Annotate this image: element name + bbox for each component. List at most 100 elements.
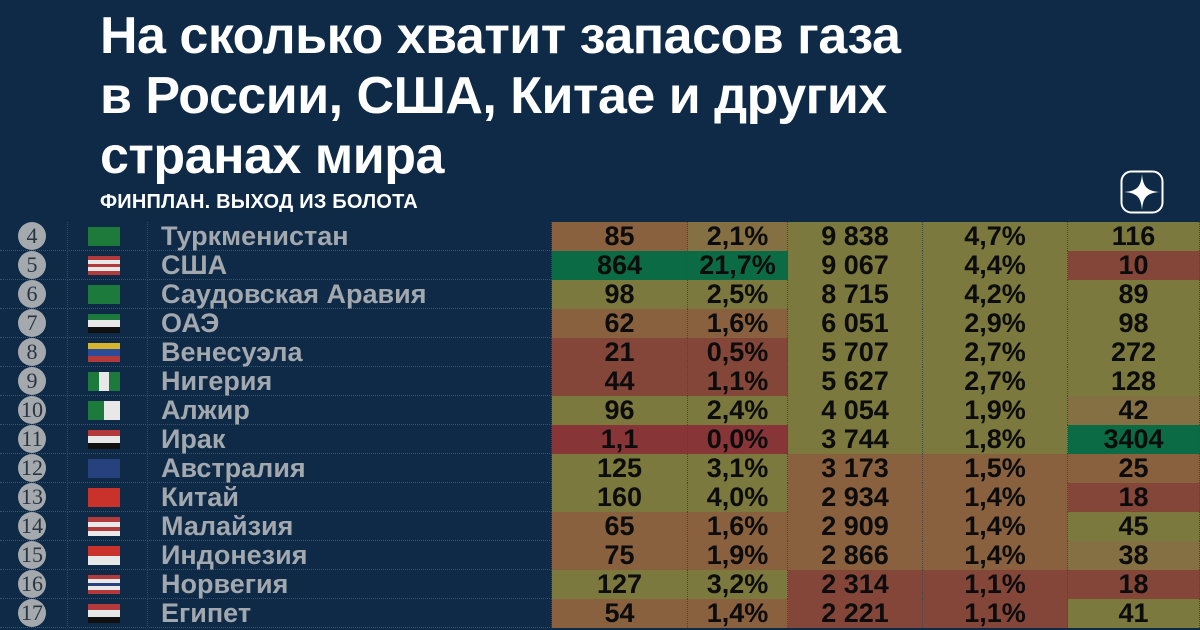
country-name: США bbox=[148, 251, 552, 280]
value-cell: 125 bbox=[552, 454, 688, 483]
rank-cell: 12 bbox=[0, 454, 68, 483]
value-cell: 1,6% bbox=[688, 512, 788, 541]
value-cell: 3 744 bbox=[788, 425, 923, 454]
country-name: Норвегия bbox=[148, 570, 552, 599]
value-cell: 18 bbox=[1068, 483, 1200, 512]
value-cell: 98 bbox=[1068, 309, 1200, 338]
value-cell: 89 bbox=[1068, 280, 1200, 309]
country-flag-icon bbox=[88, 546, 120, 565]
value-cell: 25 bbox=[1068, 454, 1200, 483]
table-row: 4 Туркменистан 85 2,1% 9 838 4,7% 116 bbox=[0, 222, 1200, 251]
value-cell: 44 bbox=[552, 367, 688, 396]
value-cell: 2,7% bbox=[923, 367, 1068, 396]
value-cell: 1,6% bbox=[688, 309, 788, 338]
value-cell: 5 627 bbox=[788, 367, 923, 396]
rank-badge: 11 bbox=[18, 425, 46, 453]
value-cell: 65 bbox=[552, 512, 688, 541]
country-name: Венесуэла bbox=[148, 338, 552, 367]
country-name: Нигерия bbox=[148, 367, 552, 396]
article-title[interactable]: На сколько хватит запасов газа в России,… bbox=[100, 6, 901, 186]
value-cell: 2,7% bbox=[923, 338, 1068, 367]
rank-badge: 13 bbox=[18, 483, 46, 511]
country-flag-icon bbox=[88, 430, 120, 449]
value-cell: 75 bbox=[552, 541, 688, 570]
value-cell: 21,7% bbox=[688, 251, 788, 280]
country-name: Туркменистан bbox=[148, 222, 552, 251]
table-row: 15 Индонезия 75 1,9% 2 866 1,4% 38 bbox=[0, 541, 1200, 570]
article-header: На сколько хватит запасов газа в России,… bbox=[0, 0, 1200, 222]
table-row: 10 Алжир 96 2,4% 4 054 1,9% 42 bbox=[0, 396, 1200, 425]
value-cell: 41 bbox=[1068, 599, 1200, 628]
value-cell: 128 bbox=[1068, 367, 1200, 396]
flag-cell bbox=[68, 541, 148, 570]
table-row: 13 Китай 160 4,0% 2 934 1,4% 18 bbox=[0, 483, 1200, 512]
table-row: 8 Венесуэла 21 0,5% 5 707 2,7% 272 bbox=[0, 338, 1200, 367]
table-row: 11 Ирак 1,1 0,0% 3 744 1,8% 3404 bbox=[0, 425, 1200, 454]
country-flag-icon bbox=[88, 575, 120, 594]
rank-cell: 6 bbox=[0, 280, 68, 309]
value-cell: 2 314 bbox=[788, 570, 923, 599]
table-row: 12 Австралия 125 3,1% 3 173 1,5% 25 bbox=[0, 454, 1200, 483]
country-flag-icon bbox=[88, 604, 120, 623]
value-cell: 272 bbox=[1068, 338, 1200, 367]
rank-cell: 17 bbox=[0, 599, 68, 628]
rank-cell: 13 bbox=[0, 483, 68, 512]
value-cell: 127 bbox=[552, 570, 688, 599]
value-cell: 54 bbox=[552, 599, 688, 628]
rank-badge: 17 bbox=[18, 599, 46, 627]
value-cell: 2,1% bbox=[688, 222, 788, 251]
flag-cell bbox=[68, 425, 148, 454]
flag-cell bbox=[68, 570, 148, 599]
table-row: 9 Нигерия 44 1,1% 5 627 2,7% 128 bbox=[0, 367, 1200, 396]
value-cell: 6 051 bbox=[788, 309, 923, 338]
value-cell: 116 bbox=[1068, 222, 1200, 251]
value-cell: 3404 bbox=[1068, 425, 1200, 454]
country-name: Австралия bbox=[148, 454, 552, 483]
rank-badge: 16 bbox=[18, 570, 46, 598]
value-cell: 1,5% bbox=[923, 454, 1068, 483]
value-cell: 2,5% bbox=[688, 280, 788, 309]
country-name: Индонезия bbox=[148, 541, 552, 570]
flag-cell bbox=[68, 280, 148, 309]
rank-badge: 10 bbox=[18, 396, 46, 424]
country-flag-icon bbox=[88, 372, 121, 391]
value-cell: 4,0% bbox=[688, 483, 788, 512]
value-cell: 1,1% bbox=[688, 367, 788, 396]
flag-cell bbox=[68, 222, 148, 251]
value-cell: 1,1% bbox=[923, 570, 1068, 599]
title-line: в России, США, Китае и других bbox=[100, 67, 887, 125]
country-flag-icon bbox=[88, 459, 120, 478]
value-cell: 4,7% bbox=[923, 222, 1068, 251]
value-cell: 45 bbox=[1068, 512, 1200, 541]
flag-cell bbox=[68, 367, 148, 396]
rank-badge: 8 bbox=[18, 338, 46, 366]
value-cell: 3,2% bbox=[688, 570, 788, 599]
rank-badge: 4 bbox=[18, 222, 46, 250]
country-flag-icon bbox=[88, 343, 120, 362]
flag-cell bbox=[68, 483, 148, 512]
value-cell: 2 866 bbox=[788, 541, 923, 570]
value-cell: 2,4% bbox=[688, 396, 788, 425]
table-row: 7 ОАЭ 62 1,6% 6 051 2,9% 98 bbox=[0, 309, 1200, 338]
value-cell: 2 221 bbox=[788, 599, 923, 628]
channel-name[interactable]: ФИНПЛАН. ВЫХОД ИЗ БОЛОТА bbox=[100, 191, 418, 213]
value-cell: 8 715 bbox=[788, 280, 923, 309]
country-flag-icon bbox=[88, 314, 120, 333]
rank-cell: 15 bbox=[0, 541, 68, 570]
value-cell: 1,1 bbox=[552, 425, 688, 454]
country-name: Ирак bbox=[148, 425, 552, 454]
country-name: Саудовская Аравия bbox=[148, 280, 552, 309]
rank-cell: 16 bbox=[0, 570, 68, 599]
value-cell: 42 bbox=[1068, 396, 1200, 425]
value-cell: 4 054 bbox=[788, 396, 923, 425]
country-flag-icon bbox=[88, 285, 120, 304]
value-cell: 9 067 bbox=[788, 251, 923, 280]
value-cell: 0,0% bbox=[688, 425, 788, 454]
value-cell: 1,4% bbox=[923, 483, 1068, 512]
rank-badge: 12 bbox=[18, 454, 46, 482]
value-cell: 1,9% bbox=[923, 396, 1068, 425]
value-cell: 0,5% bbox=[688, 338, 788, 367]
rank-cell: 11 bbox=[0, 425, 68, 454]
value-cell: 1,9% bbox=[688, 541, 788, 570]
country-name: Алжир bbox=[148, 396, 552, 425]
